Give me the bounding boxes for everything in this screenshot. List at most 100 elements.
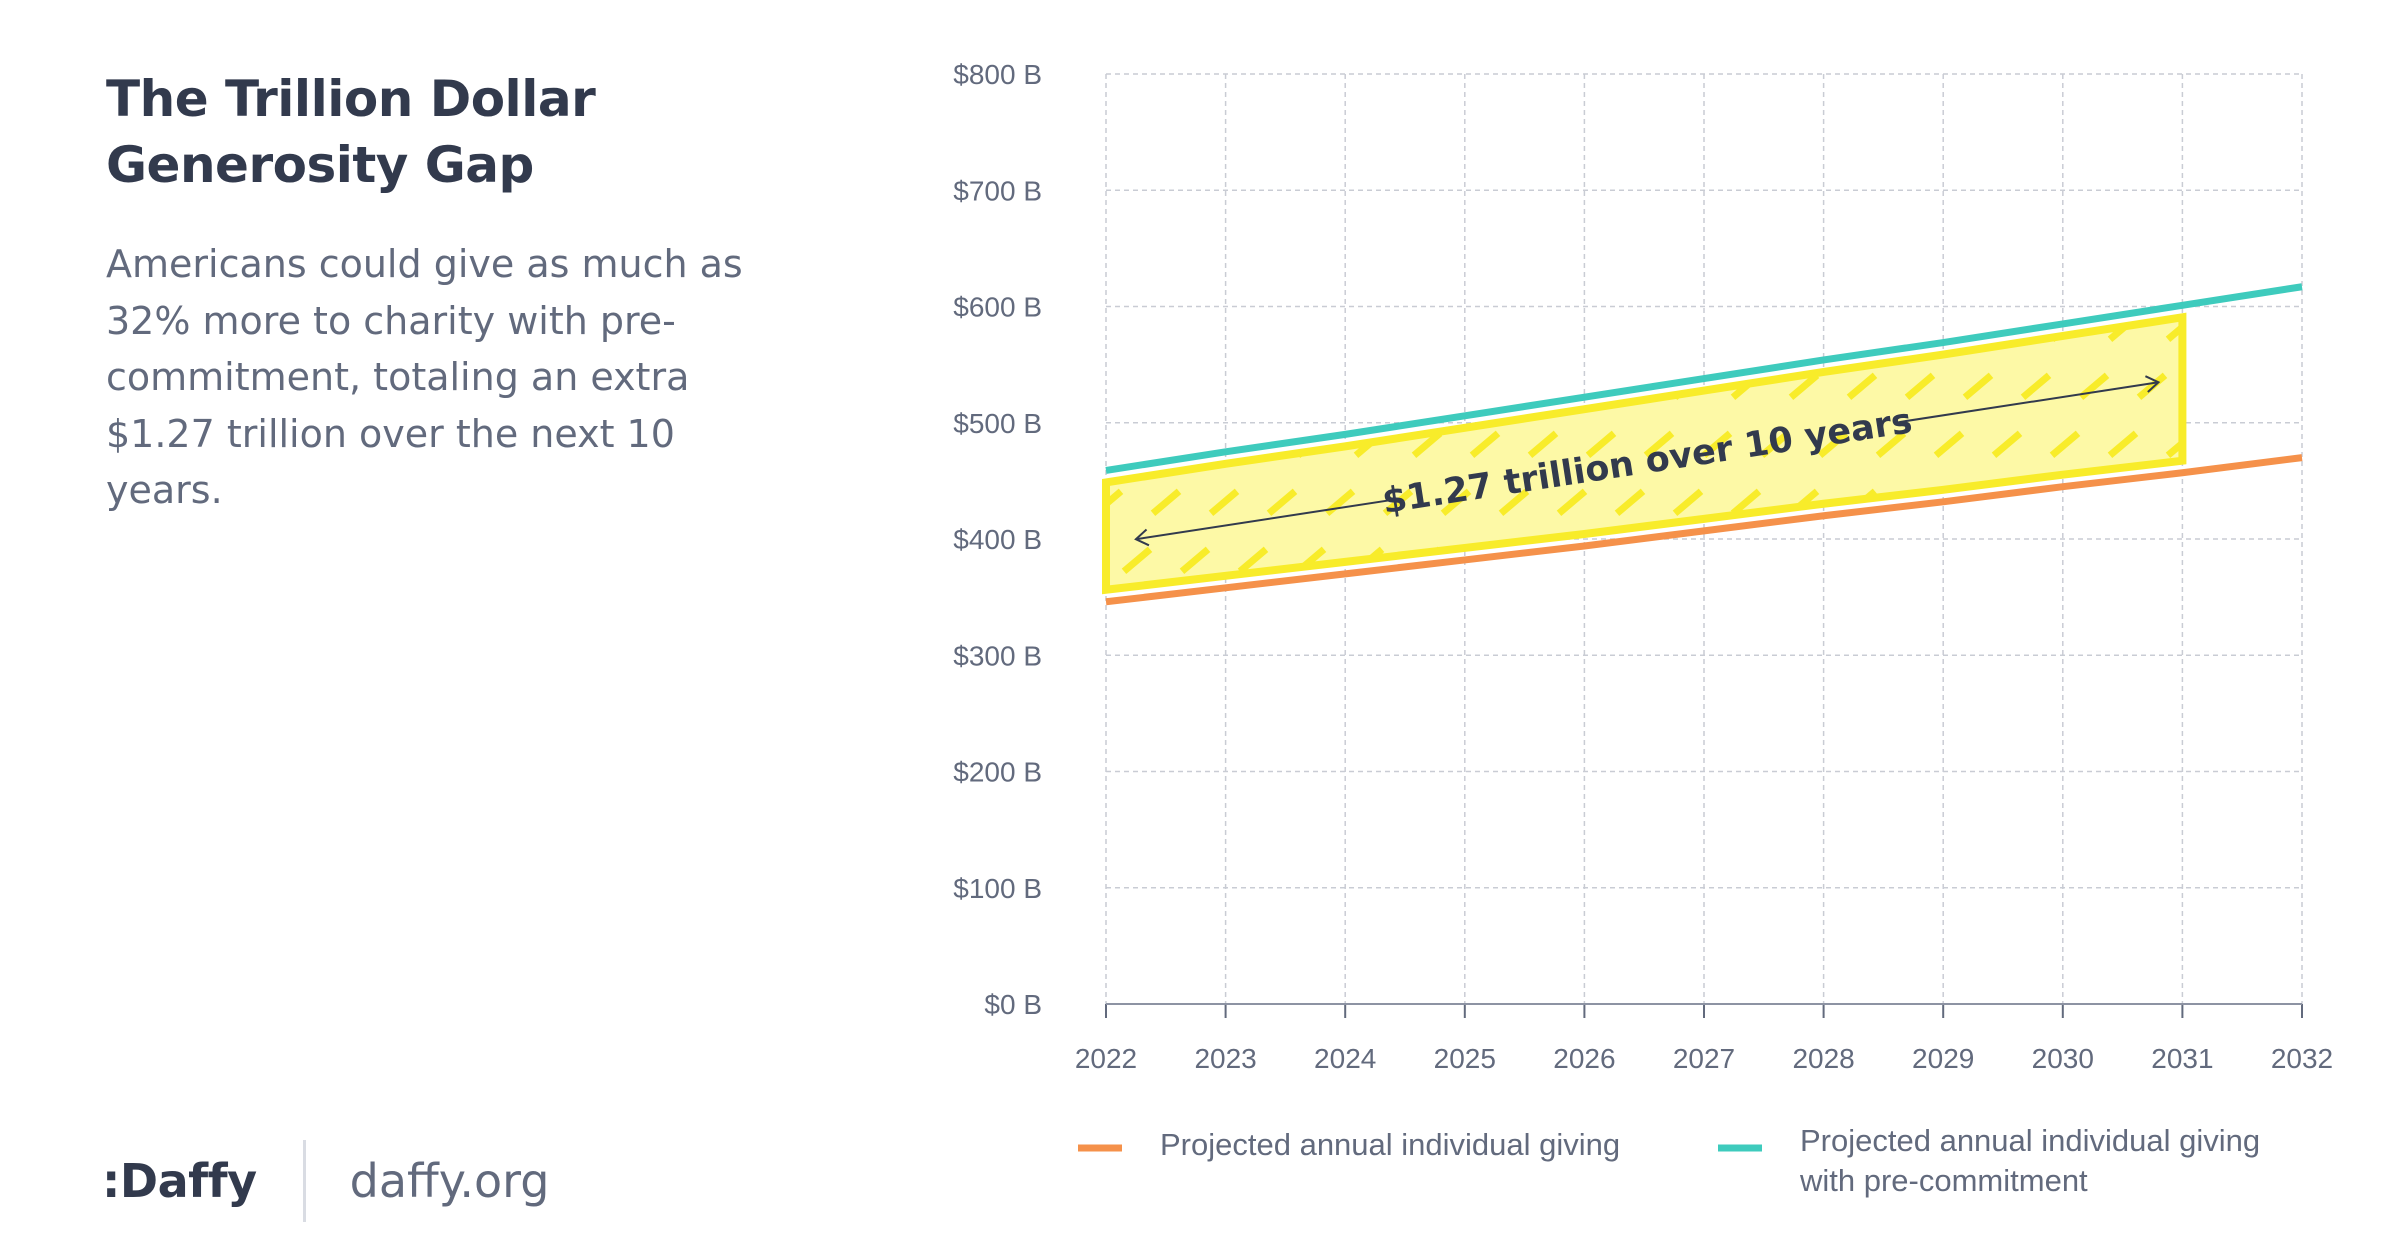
x-tick-label: 2026 (1553, 1043, 1615, 1074)
hatch-stroke (1266, 488, 1298, 517)
hatch-stroke (2049, 546, 2081, 575)
hatch-stroke (1933, 546, 1965, 575)
hatch-stroke (2023, 607, 2049, 629)
x-tick-label: 2022 (1075, 1043, 1137, 1074)
hatch-stroke (1498, 372, 1530, 401)
hatch-stroke (1614, 488, 1646, 517)
hatch-stroke (1875, 317, 1907, 343)
gap-band-fill (1106, 317, 2183, 590)
footer: :Daffy daffy.org (102, 1140, 549, 1222)
x-tick-label: 2027 (1673, 1043, 1735, 1074)
hatch-stroke (1759, 430, 1791, 459)
hatch-stroke (1237, 546, 1269, 575)
hatch-stroke (1875, 546, 1907, 575)
hatch-stroke (1106, 372, 1124, 401)
hatch-stroke (1701, 317, 1733, 343)
hatch-stroke (1991, 430, 2023, 459)
hatch-stroke (1759, 546, 1791, 575)
hatch-stroke (1846, 372, 1878, 401)
page-subtitle: Americans could give as much as 32% more… (106, 242, 743, 512)
hatch-stroke (2226, 433, 2252, 455)
hatch-stroke (2049, 430, 2081, 459)
y-tick-label: $400 B (953, 524, 1042, 555)
hatch-stroke (1150, 372, 1182, 401)
hatch-stroke (1701, 430, 1733, 459)
hatch-stroke (1907, 607, 1933, 629)
hatch-stroke (1066, 549, 1092, 571)
hatch-stroke (1095, 607, 1121, 629)
hatch-stroke (1440, 372, 1472, 401)
hatch-stroke (1643, 546, 1675, 575)
hatch-stroke (1179, 546, 1211, 575)
hatch-stroke (2136, 372, 2168, 401)
x-tick-label: 2024 (1314, 1043, 1376, 1074)
hatch-stroke (1617, 607, 1643, 629)
hatch-stroke (1817, 430, 1849, 459)
hatch-stroke (1211, 607, 1237, 629)
hatch-stroke (1469, 430, 1501, 459)
legend-label: Projected annual individual giving (1160, 1127, 1620, 1162)
hatch-stroke (2197, 607, 2223, 629)
hatch-stroke (1121, 546, 1153, 575)
arrowhead-left (1134, 528, 1150, 547)
hatch-stroke (1179, 317, 1211, 343)
y-tick-label: $600 B (953, 292, 1042, 323)
hatch-stroke (1066, 433, 1092, 455)
hatch-stroke (1382, 488, 1414, 517)
hatch-stroke (1904, 372, 1936, 401)
hatch-stroke (1643, 430, 1675, 459)
hatch-stroke (1324, 372, 1356, 401)
hatch-stroke (1411, 317, 1443, 343)
hatch-stroke (1066, 317, 1092, 339)
hatch-stroke (2226, 317, 2252, 339)
hatch-stroke (2255, 491, 2281, 513)
page-title: The Trillion Dollar Generosity Gap (106, 70, 596, 194)
hatch-stroke (2078, 488, 2110, 517)
website-link[interactable]: daffy.org (349, 1154, 550, 1208)
x-tick-label: 2025 (1434, 1043, 1496, 1074)
hatch-stroke (1672, 488, 1704, 517)
legend-label: with pre-commitment (1799, 1163, 2088, 1198)
hatch-stroke (1411, 430, 1443, 459)
hatch-stroke (2255, 607, 2281, 629)
hatch-stroke (2226, 549, 2252, 571)
gap-band-outline (1102, 312, 2187, 595)
hatch-stroke (1327, 607, 1353, 629)
arrowhead-right (2144, 375, 2161, 393)
hatch-stroke (1237, 317, 1269, 343)
hatch-stroke (1585, 317, 1617, 343)
hatch-stroke (1788, 372, 1820, 401)
daffy-logo[interactable]: :Daffy (102, 1154, 257, 1208)
hatch-stroke (1382, 372, 1414, 401)
hatch-stroke (1153, 607, 1179, 629)
x-tick-label: 2028 (1792, 1043, 1854, 1074)
x-tick-label: 2029 (1912, 1043, 1974, 1074)
hatch-stroke (1121, 317, 1153, 343)
hatch-stroke (1385, 607, 1411, 629)
y-tick-label: $800 B (953, 59, 1042, 90)
hatch-stroke (2081, 607, 2107, 629)
hatch-stroke (1501, 607, 1527, 629)
x-tick-label: 2030 (2032, 1043, 2094, 1074)
y-tick-label: $300 B (953, 640, 1042, 671)
hatch-stroke (1759, 317, 1791, 343)
hatch-stroke (1585, 430, 1617, 459)
hatch-stroke (1701, 546, 1733, 575)
hatch-stroke (1150, 488, 1182, 517)
hatch-stroke (1527, 430, 1559, 459)
annotation-arrow-left (1135, 498, 1396, 541)
hatch-stroke (1498, 488, 1530, 517)
hatch-stroke (1353, 317, 1385, 343)
footer-divider (302, 1140, 306, 1222)
hatch-stroke (1875, 430, 1907, 459)
hatch-stroke (1962, 372, 1994, 401)
annotation-arrow-right (1899, 381, 2159, 424)
hatch-stroke (1991, 546, 2023, 575)
hatch-stroke (1849, 607, 1875, 629)
hatch-stroke (1208, 372, 1240, 401)
hatch-stroke (1559, 607, 1585, 629)
hatch-stroke (1121, 430, 1153, 459)
hatch-stroke (2197, 375, 2223, 397)
x-tick-label: 2023 (1194, 1043, 1256, 1074)
